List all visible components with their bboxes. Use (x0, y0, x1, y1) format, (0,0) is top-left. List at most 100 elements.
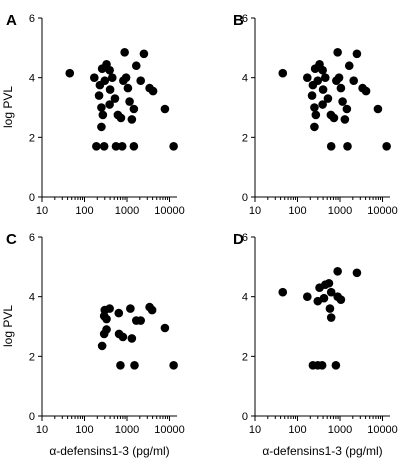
x-tick-label: 10000 (367, 205, 398, 217)
data-point (126, 304, 135, 313)
x-tick-label: 10 (36, 424, 48, 436)
data-point (111, 141, 121, 151)
y-tick-label: 4 (29, 73, 35, 85)
data-point (326, 313, 336, 322)
y-tick-label: 6 (242, 232, 248, 244)
data-point (318, 100, 327, 109)
data-point (90, 73, 99, 82)
data-point (311, 110, 321, 120)
data-point (114, 308, 124, 318)
data-point (326, 287, 336, 297)
data-point (136, 76, 146, 85)
data-point (352, 49, 362, 59)
data-point (329, 113, 339, 123)
data-point (344, 61, 354, 71)
data-point (317, 360, 327, 370)
y-tick-label: 0 (242, 192, 248, 204)
data-point (98, 110, 108, 120)
x-tick-label: 1000 (115, 424, 139, 436)
x-tick-label: 100 (288, 424, 306, 436)
y-tick-label: 0 (242, 411, 248, 423)
data-point (139, 49, 149, 59)
x-tick-label: 10 (249, 424, 261, 436)
data-point (99, 329, 109, 339)
data-point (342, 104, 352, 114)
data-point (127, 334, 137, 343)
data-point (105, 85, 115, 94)
panel-d: 0 2 4 6 10 100 1000 10000 Dα-defensins1-3 (pg/ml… (233, 231, 398, 458)
data-point (169, 141, 178, 151)
y-tick-label: 6 (29, 232, 35, 244)
data-point (338, 97, 347, 106)
x-tick-label: 10000 (154, 205, 185, 217)
data-point (333, 267, 342, 276)
y-tick-label: 2 (29, 132, 35, 144)
data-point (325, 304, 335, 313)
data-point (123, 83, 133, 93)
data-point (116, 113, 126, 123)
data-point (340, 115, 350, 124)
data-point (343, 141, 352, 151)
data-point (129, 141, 139, 151)
data-point (169, 360, 178, 370)
x-tick-label: 1000 (115, 205, 139, 217)
y-tick-label: 4 (242, 292, 248, 304)
data-point (278, 68, 288, 78)
data-point (352, 268, 362, 278)
x-tick-label: 1000 (328, 424, 352, 436)
data-point (119, 76, 128, 85)
y-tick-label: 6 (29, 13, 35, 25)
data-point (303, 73, 312, 82)
data-point (313, 76, 323, 85)
data-point (320, 73, 330, 82)
data-point (100, 76, 110, 85)
data-point (129, 104, 139, 114)
data-point (102, 314, 111, 324)
y-tick-label: 4 (29, 292, 35, 304)
data-point (318, 65, 327, 75)
data-point (148, 86, 158, 96)
y-tick-label: 0 (29, 411, 35, 423)
data-point (307, 91, 317, 100)
data-point (160, 323, 170, 333)
x-tick-label: 10000 (367, 424, 398, 436)
x-tick-label: 10 (249, 205, 261, 217)
data-point (94, 91, 104, 100)
data-point (97, 341, 107, 351)
data-point (147, 305, 157, 315)
data-point (136, 316, 146, 325)
data-point (361, 86, 371, 96)
x-tick-label: 10000 (154, 424, 185, 436)
data-point (382, 141, 391, 151)
x-tick-label: 100 (75, 205, 93, 217)
data-point (107, 73, 117, 82)
data-point (336, 295, 346, 304)
data-point (116, 360, 125, 370)
y-tick-label: 2 (29, 351, 35, 363)
data-point (278, 287, 288, 297)
y-tick-label: 2 (242, 351, 248, 363)
data-point (331, 360, 341, 370)
data-point (65, 68, 75, 78)
data-point (332, 76, 341, 85)
data-point (326, 141, 336, 151)
data-point (92, 141, 101, 151)
data-point (323, 94, 333, 103)
panel-b: 0 2 4 6 10 100 1000 10000 B (233, 12, 398, 217)
data-point (127, 115, 137, 124)
data-point (99, 141, 109, 151)
y-tick-label: 0 (29, 192, 35, 204)
data-point (131, 61, 141, 71)
data-point (105, 65, 114, 75)
x-tick-label: 100 (75, 424, 93, 436)
data-point (319, 293, 329, 303)
x-axis-title: α-defensins1-3 (pg/ml) (49, 444, 169, 458)
y-axis-title: log PVL (1, 305, 15, 347)
data-point (324, 278, 334, 288)
x-tick-label: 100 (288, 205, 306, 217)
data-point (160, 104, 170, 114)
panel-letter: C (6, 231, 17, 248)
panel-letter: B (233, 12, 244, 29)
